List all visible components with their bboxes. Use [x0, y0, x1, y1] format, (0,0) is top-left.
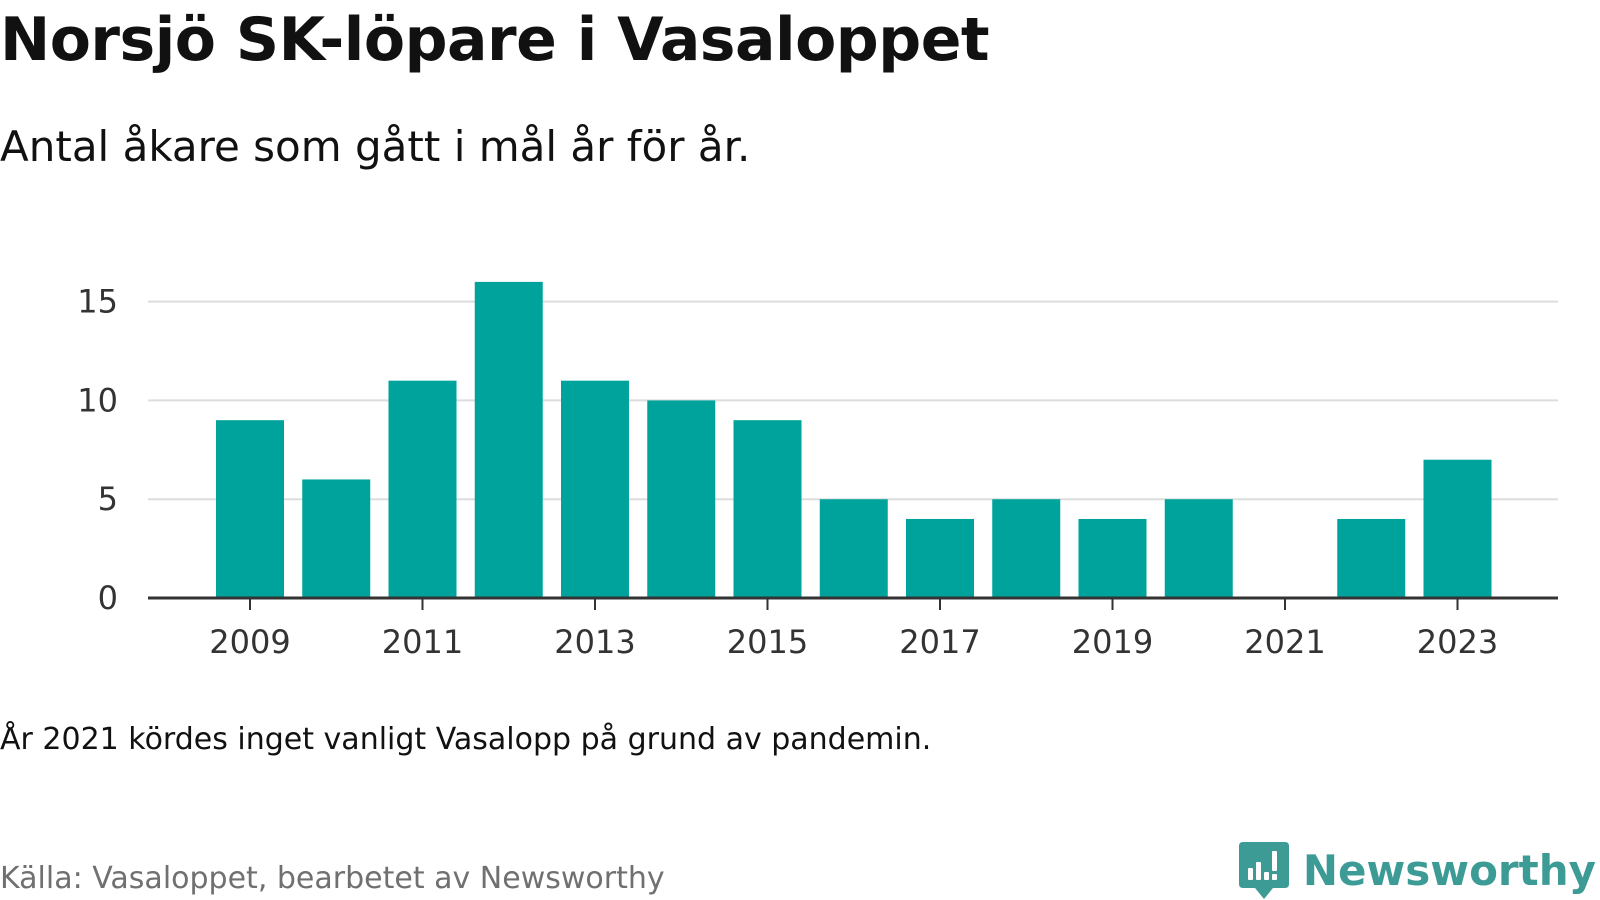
- bar-2009: [216, 420, 284, 598]
- bar-2018: [992, 499, 1061, 598]
- bar-2011: [388, 380, 457, 598]
- x-tick-label: 2013: [554, 623, 635, 661]
- bar-2020: [1164, 499, 1233, 598]
- bar-2023: [1423, 459, 1492, 598]
- bar-2022: [1337, 518, 1406, 598]
- x-tick-label: 2023: [1417, 623, 1498, 661]
- y-tick-label: 5: [98, 480, 118, 518]
- bar-2010: [302, 479, 371, 598]
- y-tick-label: 10: [77, 381, 118, 419]
- x-tick-label: 2009: [209, 623, 290, 661]
- y-tick-label: 0: [98, 579, 118, 617]
- source-credit: Källa: Vasaloppet, bearbetet av Newswort…: [0, 861, 665, 896]
- brand-name: Newsworthy: [1302, 846, 1596, 895]
- brand-logo: Newsworthy: [1238, 842, 1596, 900]
- page-title: Norsjö SK-löpare i Vasaloppet: [0, 5, 990, 75]
- bar-2015: [733, 420, 802, 598]
- y-tick-label: 15: [77, 283, 118, 321]
- x-tick-label: 2019: [1072, 623, 1153, 661]
- bar-2014: [647, 400, 716, 598]
- x-tick-label: 2021: [1244, 623, 1325, 661]
- newsworthy-logo-icon: [1238, 842, 1289, 899]
- bar-2013: [561, 380, 629, 598]
- bars: [216, 281, 1492, 598]
- bar-2016: [819, 499, 888, 598]
- x-tick-label: 2015: [727, 623, 808, 661]
- bar-chart: 0 5 10 15 2009 2011 2013 2015 2017 2019 2021 2023: [77, 281, 1558, 661]
- bar-2012: [474, 281, 543, 598]
- x-tick-label: 2011: [382, 623, 463, 661]
- bar-2017: [906, 518, 974, 598]
- footnote: År 2021 kördes inget vanligt Vasalopp på…: [0, 722, 932, 757]
- page-subtitle: Antal åkare som gått i mål år för år.: [0, 122, 751, 171]
- x-tick-label: 2017: [899, 623, 980, 661]
- axes: 0 5 10 15 2009 2011 2013 2015 2017 2019 2021 2023: [77, 283, 1558, 661]
- bar-2019: [1078, 518, 1147, 598]
- grid-lines: [148, 300, 1558, 501]
